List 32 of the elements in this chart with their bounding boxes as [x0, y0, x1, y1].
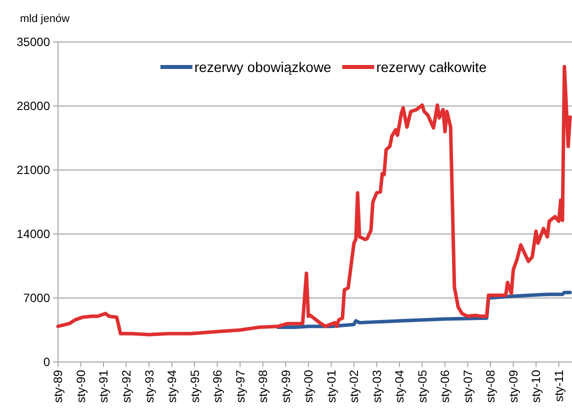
y-tick-label: 14000	[16, 227, 50, 242]
x-tick-label: sty-89	[51, 370, 66, 403]
x-tick-label: sty-05	[415, 370, 430, 403]
y-axis-title: mld jenów	[20, 13, 70, 25]
x-tick-label: sty-08	[484, 370, 498, 403]
x-tick-label: sty-90	[74, 370, 88, 403]
y-tick-label: 7000	[23, 291, 50, 306]
x-tick-label: sty-07	[460, 370, 475, 403]
y-tick-label: 21000	[16, 163, 50, 178]
x-tick-label: sty-06	[438, 370, 452, 403]
x-tick-label: sty-97	[233, 370, 248, 403]
x-tick-label: sty-94	[165, 370, 180, 403]
y-tick-label: 0	[43, 355, 50, 370]
legend-label: rezerwy całkowite	[376, 58, 487, 75]
y-tick-label: 28000	[16, 99, 50, 114]
x-tick-label: sty-96	[210, 370, 225, 403]
x-tick-label: sty-03	[370, 370, 384, 403]
x-tick-label: sty-98	[256, 370, 270, 403]
x-tick-label: sty-99	[278, 370, 293, 403]
x-tick-label: sty-01	[324, 370, 338, 403]
y-tick-label: 35000	[16, 35, 50, 50]
x-tick-label: sty-09	[506, 370, 520, 403]
x-tick-label: sty-04	[392, 370, 407, 403]
x-tick-label: sty-00	[302, 370, 316, 403]
x-tick-label: sty-10	[529, 370, 544, 403]
x-tick-label: sty-02	[347, 370, 362, 403]
legend-label: rezerwy obowiązkowe	[194, 58, 332, 75]
x-tick-label: sty-92	[119, 370, 134, 403]
x-tick-label: sty-93	[142, 370, 156, 403]
x-tick-label: sty-95	[188, 370, 202, 403]
x-tick-label: sty-11	[552, 370, 566, 402]
x-tick-label: sty-91	[96, 370, 111, 403]
